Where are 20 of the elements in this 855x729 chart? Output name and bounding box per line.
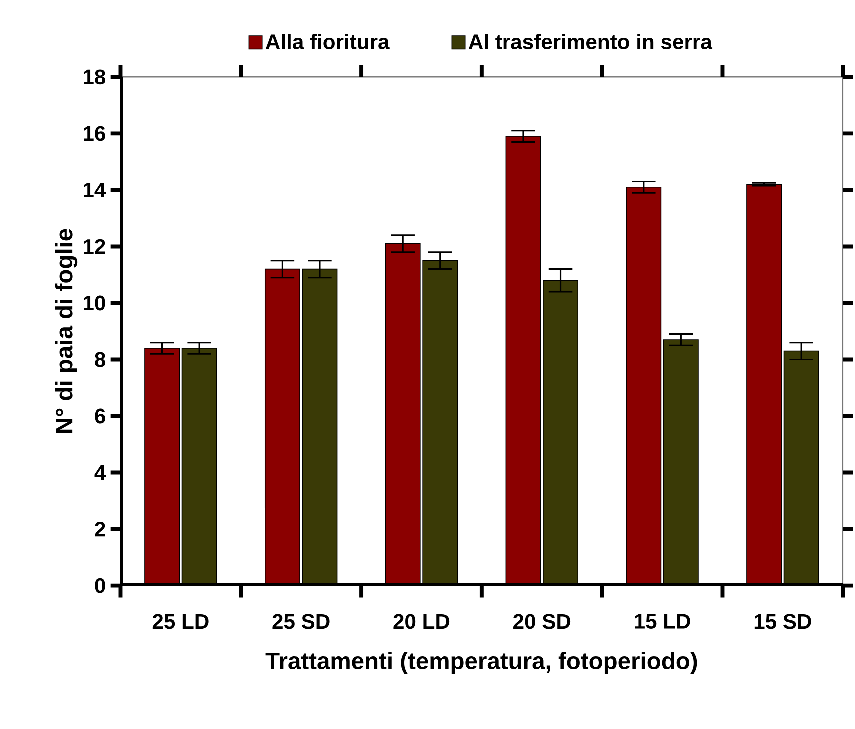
- x-tick-label: 15 LD: [635, 614, 690, 629]
- y-tick-label: 0: [95, 578, 106, 594]
- y-tick-label: 12: [84, 239, 106, 254]
- y-tick-label: 10: [84, 296, 106, 311]
- y-tick-label: 6: [95, 408, 106, 424]
- y-tick-label: 8: [95, 352, 106, 368]
- x-tick-label: 25 LD: [152, 614, 209, 630]
- x-tick-label: 20 LD: [394, 614, 450, 630]
- y-tick-label: 18: [84, 70, 106, 84]
- x-tick-label: 20 SD: [514, 614, 571, 630]
- y-tick-label: 4: [94, 465, 106, 480]
- legend-label: Alla fioritura: [266, 34, 390, 50]
- y-tick-label: 14: [84, 182, 106, 198]
- x-axis-title: Trattamenti (temperatura, fotoperiodo): [266, 652, 698, 674]
- y-tick-label: 2: [95, 522, 106, 537]
- y-tick-label: 16: [84, 126, 106, 142]
- y-axis-title: N° di paia di foglie: [55, 229, 78, 433]
- x-tick-label: 25 SD: [272, 614, 330, 630]
- x-tick-label: 15 SD: [754, 614, 812, 630]
- legend-label: Al trasferimento in serra: [468, 34, 713, 50]
